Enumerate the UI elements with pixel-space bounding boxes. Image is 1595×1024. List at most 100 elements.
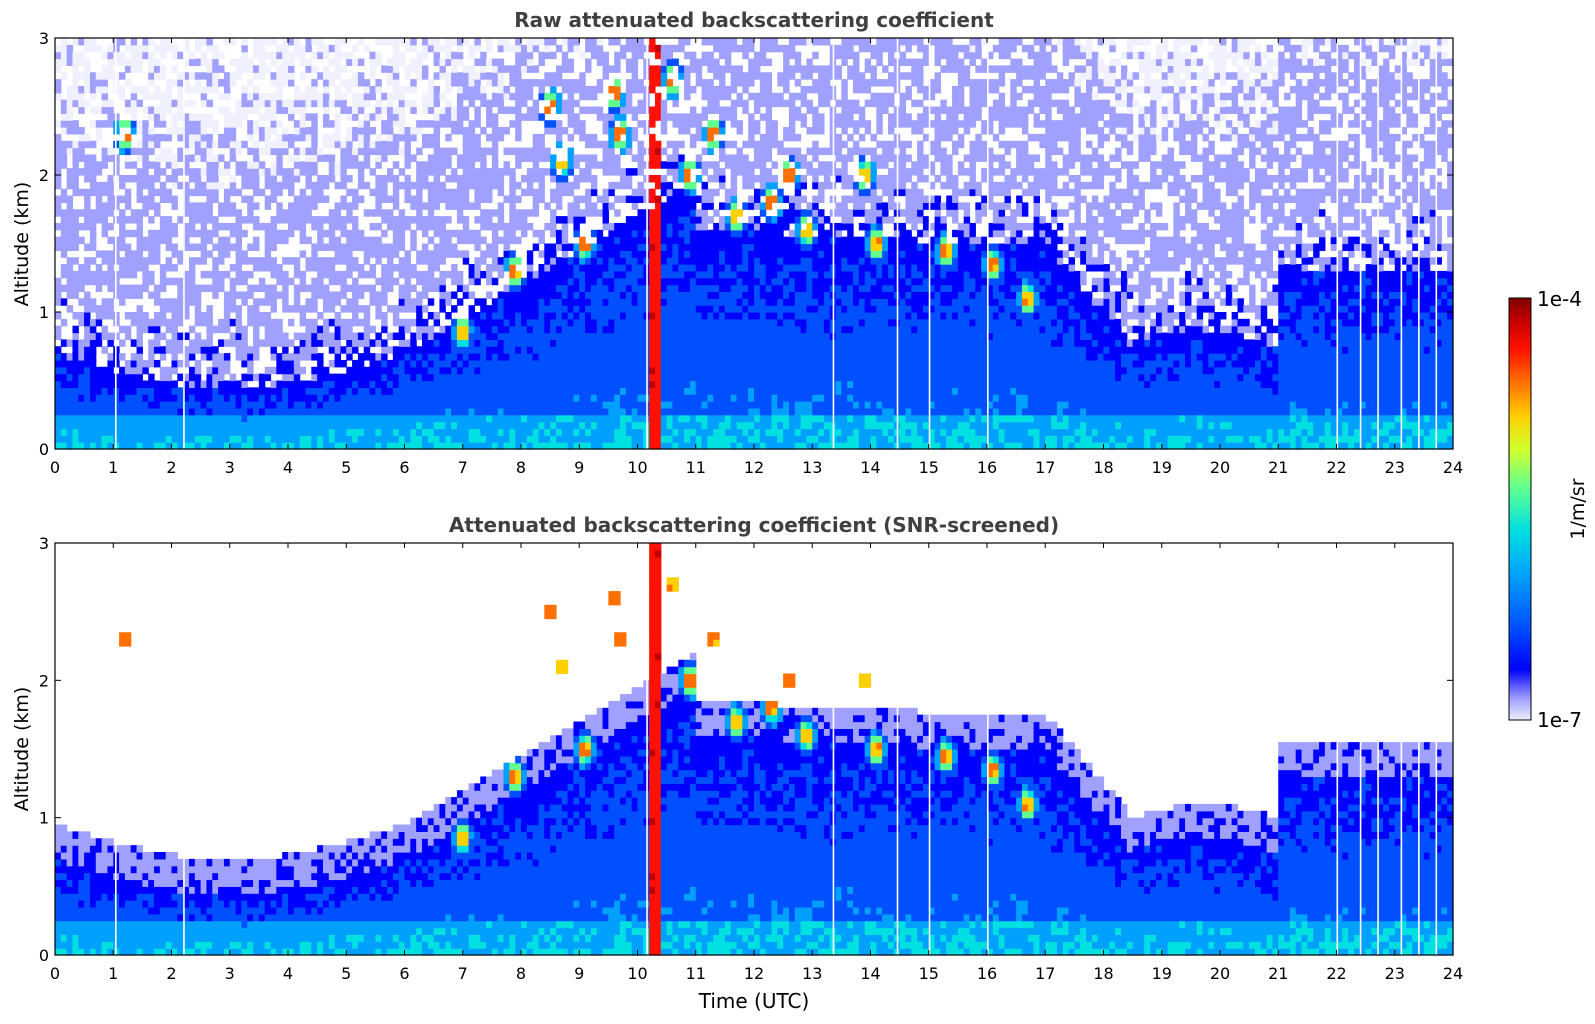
heatmap-cell: [421, 305, 429, 313]
heatmap-cell: [66, 120, 74, 128]
heatmap-cell: [270, 99, 277, 108]
heatmap-cell: [672, 380, 679, 388]
heatmap-cell: [89, 154, 97, 162]
heatmap-cell: [410, 38, 417, 46]
heatmap-cell: [357, 442, 365, 450]
heatmap-cell: [456, 44, 464, 53]
heatmap-cell: [375, 312, 382, 320]
heatmap-cell: [165, 195, 173, 203]
heatmap-cell: [253, 188, 260, 197]
heatmap-cell: [369, 113, 376, 121]
heatmap-cell: [334, 401, 342, 409]
heatmap-cell: [387, 147, 394, 156]
heatmap-cell: [631, 51, 639, 60]
heatmap-cell: [497, 106, 505, 114]
heatmap-cell: [247, 318, 254, 327]
heatmap-cell: [363, 140, 371, 149]
heatmap-cell: [282, 298, 289, 306]
heatmap-cell: [579, 236, 586, 245]
heatmap-cell: [596, 161, 604, 169]
heatmap-cell: [142, 421, 149, 430]
heatmap-cell: [136, 359, 143, 368]
heatmap-cell: [561, 38, 569, 46]
heatmap-cell: [608, 257, 615, 265]
heatmap-cell: [188, 127, 196, 135]
heatmap-cell: [433, 435, 441, 443]
heatmap-cell: [654, 243, 662, 251]
heatmap-cell: [229, 58, 237, 66]
heatmap-cell: [561, 312, 569, 320]
heatmap-cell: [375, 133, 382, 142]
heatmap-cell: [573, 222, 580, 231]
heatmap-cell: [183, 58, 190, 66]
heatmap-cell: [474, 346, 481, 354]
heatmap-cell: [258, 339, 266, 347]
heatmap-cell: [631, 325, 639, 334]
heatmap-cell: [526, 85, 534, 94]
heatmap-cell: [142, 195, 149, 203]
heatmap-cell: [567, 120, 575, 128]
heatmap-cell: [387, 222, 394, 231]
heatmap-cell: [381, 140, 388, 149]
heatmap-cell: [270, 216, 277, 224]
heatmap-cell: [165, 161, 173, 169]
heatmap-cell: [293, 442, 301, 450]
heatmap-cell: [416, 209, 423, 217]
heatmap-cell: [538, 435, 545, 443]
heatmap-cell: [521, 209, 528, 217]
heatmap-cell: [218, 442, 225, 450]
heatmap-cell: [200, 435, 208, 443]
heatmap-cell: [381, 291, 388, 299]
heatmap-cell: [486, 380, 493, 388]
heatmap-cell: [602, 394, 609, 402]
heatmap-cell: [462, 195, 470, 203]
heatmap-cell: [398, 442, 406, 450]
heatmap-cell: [631, 229, 639, 238]
heatmap-cell: [381, 264, 388, 272]
heatmap-cell: [334, 243, 342, 251]
heatmap-cell: [544, 222, 551, 231]
heatmap-cell: [119, 373, 126, 382]
heatmap-cell: [620, 92, 627, 101]
heatmap-cell: [620, 277, 627, 286]
heatmap-cell: [346, 421, 353, 430]
heatmap-cell: [579, 79, 586, 87]
heatmap-cell: [253, 325, 260, 334]
heatmap-cell: [660, 72, 668, 80]
heatmap-cell: [72, 407, 79, 416]
heatmap-cell: [340, 65, 347, 73]
heatmap-cell: [515, 222, 522, 231]
heatmap-cell: [561, 401, 569, 409]
heatmap-cell: [154, 161, 161, 169]
heatmap-cell: [183, 435, 190, 443]
heatmap-cell: [177, 257, 184, 265]
heatmap-cell: [55, 414, 62, 423]
heatmap-cell: [235, 428, 242, 436]
heatmap-cell: [689, 120, 697, 128]
heatmap-cell: [317, 147, 324, 156]
heatmap-cell: [223, 318, 231, 327]
heatmap-cell: [672, 373, 679, 382]
heatmap-cell: [119, 175, 126, 183]
heatmap-cell: [253, 421, 260, 430]
heatmap-cell: [229, 298, 237, 306]
heatmap-cell: [148, 291, 155, 299]
heatmap-cell: [60, 140, 68, 149]
heatmap-cell: [311, 394, 318, 402]
heatmap-cell: [194, 428, 202, 436]
heatmap-cell: [317, 380, 324, 388]
heatmap-cell: [381, 154, 388, 162]
heatmap-cell: [119, 394, 126, 402]
heatmap-cell: [532, 79, 540, 87]
heatmap-cell: [340, 373, 347, 382]
heatmap-cell: [491, 181, 499, 190]
heatmap-cell: [625, 257, 633, 265]
heatmap-cell: [154, 291, 161, 299]
heatmap-cell: [72, 222, 79, 231]
heatmap-cell: [375, 195, 382, 203]
heatmap-cell: [480, 72, 487, 80]
heatmap-cell: [602, 318, 609, 327]
heatmap-cell: [293, 168, 301, 176]
heatmap-cell: [241, 325, 248, 334]
heatmap-cell: [165, 243, 173, 251]
